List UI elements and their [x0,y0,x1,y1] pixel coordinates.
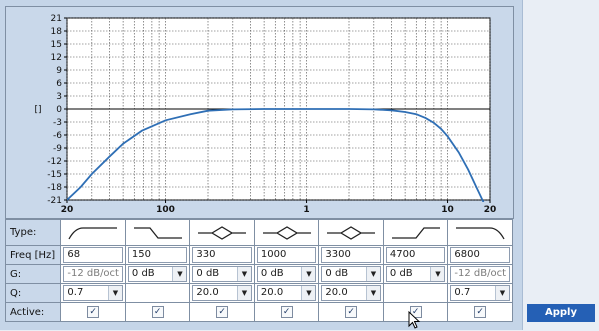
x-tick-label: 20 [61,205,74,215]
eq-response-graph: 21 18 15 12 9 6 3 0 -3 -6 -9 -12 -15 -18 -21 20 100 1 10 20… [5,6,514,219]
active-row: Active: ✓ ✓ ✓ ✓ ✓ ✓ ✓ [4,302,513,322]
low-shelf-icon [133,226,182,239]
band-2-freq-input[interactable]: 150 [127,247,188,263]
band-4-q-value: 20.0 [260,287,284,298]
band-4-gain-value: 0 dB [260,268,284,279]
x-tick-label: 1 [303,205,309,215]
band-7-freq-input[interactable]: 6800 [450,247,510,263]
band-2-gain-value: 0 dB [131,268,155,279]
gain-row: G: -12 dB/oct 0 dB ▼ 0 dB ▼ 0 dB ▼ 0 dB ▼ 0 … [4,264,513,284]
band-7-q-select[interactable]: 0.7 ▼ [450,285,510,301]
band-3-type[interactable] [189,219,255,246]
band-6-q-empty [382,283,449,303]
band-3-active-checkbox[interactable]: ✓ [216,306,229,318]
peak-icon [327,225,376,240]
y-tick-label: -18 [47,183,62,193]
band-4-gain-select[interactable]: 0 dB ▼ [256,266,317,282]
band-6-gain-select[interactable]: 0 dB ▼ [385,266,446,282]
band-7-active-checkbox[interactable]: ✓ [474,306,487,318]
band-1-slope-field: -12 dB/oct [63,266,123,282]
band-2-type[interactable] [124,219,191,246]
band-7-type[interactable] [447,219,513,246]
chevron-down-icon[interactable]: ▼ [172,267,187,281]
y-tick-label: -6 [53,131,62,141]
band-7-q-value: 0.7 [454,287,471,298]
band-4-type[interactable] [253,219,320,246]
low-cut-icon [68,226,118,239]
band-5-q-select[interactable]: 20.0 ▼ [321,285,381,301]
y-tick-label: 0 [56,105,62,115]
chevron-down-icon[interactable]: ▼ [365,267,380,281]
high-shelf-icon [391,226,440,239]
band-3-q-value: 20.0 [196,287,219,298]
freq-row-label: Freq [Hz] [4,245,62,265]
band-2-q-empty [124,283,191,303]
y-tick-label: 3 [56,92,62,102]
q-row-label: Q: [4,283,62,303]
band-3-gain-value: 0 dB [196,268,220,279]
band-3-gain-select[interactable]: 0 dB ▼ [192,266,252,282]
chevron-down-icon[interactable]: ▼ [236,286,251,300]
chevron-down-icon[interactable]: ▼ [430,267,445,281]
apply-button[interactable]: Apply [527,304,595,322]
type-row: Type: [4,219,513,246]
band-1-freq-input[interactable]: 68 [63,247,123,263]
y-tick-label: -21 [47,196,62,206]
band-5-q-value: 20.0 [325,287,348,298]
band-4-active-checkbox[interactable]: ✓ [280,306,293,318]
band-5-type[interactable] [318,219,384,246]
y-axis-label: [] [34,105,41,115]
chevron-down-icon[interactable]: ▼ [301,286,316,300]
chevron-down-icon[interactable]: ▼ [301,267,316,281]
band-2-gain-select[interactable]: 0 dB ▼ [127,266,188,282]
y-tick-label: 12 [51,53,62,63]
gain-row-label: G: [4,264,62,284]
x-tick-label: 20 [484,205,497,215]
band-5-active-checkbox[interactable]: ✓ [345,306,358,318]
band-6-type[interactable] [382,219,449,246]
y-tick-label: -12 [47,157,62,167]
response-curve [67,108,485,202]
band-6-gain-value: 0 dB [389,268,413,279]
y-tick-label: 18 [51,27,63,37]
high-cut-icon [456,226,505,239]
peak-icon [198,225,247,240]
eq-band-table: Type: Freq [Hz] 68 150 330 1000 3300 470… [4,219,513,322]
band-4-q-select[interactable]: 20.0 ▼ [256,285,317,301]
mouse-cursor-icon [408,311,421,329]
band-5-gain-select[interactable]: 0 dB ▼ [321,266,381,282]
band-3-q-select[interactable]: 20.0 ▼ [192,285,252,301]
chevron-down-icon[interactable]: ▼ [365,286,380,300]
chevron-down-icon[interactable]: ▼ [495,286,509,300]
band-7-slope-field: -12 dB/oct [450,266,510,282]
chevron-down-icon[interactable]: ▼ [236,267,251,281]
y-tick-label: 15 [51,40,62,50]
band-2-active-checkbox[interactable]: ✓ [151,306,164,318]
type-row-label: Type: [4,219,62,246]
chevron-down-icon[interactable]: ▼ [107,286,122,300]
y-tick-label: -15 [47,170,62,180]
peak-icon [262,225,311,240]
y-tick-label: -9 [53,144,62,154]
eq-panel: 21 18 15 12 9 6 3 0 -3 -6 -9 -12 -15 -18 -21 20 100 1 10 20… [0,0,523,330]
band-1-active-checkbox[interactable]: ✓ [87,306,100,318]
q-row: Q: 0.7 ▼ 20.0 ▼ 20.0 ▼ 20.0 ▼ 0.7 ▼ [4,283,513,303]
x-tick-label: 100 [156,205,175,215]
band-1-q-select[interactable]: 0.7 ▼ [63,285,123,301]
y-tick-label: 9 [56,66,62,76]
band-1-type[interactable] [60,219,126,246]
band-1-q-value: 0.7 [67,287,84,298]
band-4-freq-input[interactable]: 1000 [256,247,317,263]
freq-row: Freq [Hz] 68 150 330 1000 3300 4700 6800 [4,245,513,265]
y-tick-label: 21 [51,14,62,24]
band-6-freq-input[interactable]: 4700 [385,247,446,263]
x-tick-label: 10 [441,205,454,215]
band-3-freq-input[interactable]: 330 [192,247,252,263]
band-5-freq-input[interactable]: 3300 [321,247,381,263]
y-tick-label: -3 [53,118,62,128]
band-5-gain-value: 0 dB [325,268,349,279]
active-row-label: Active: [4,302,62,322]
y-tick-label: 6 [56,79,62,89]
